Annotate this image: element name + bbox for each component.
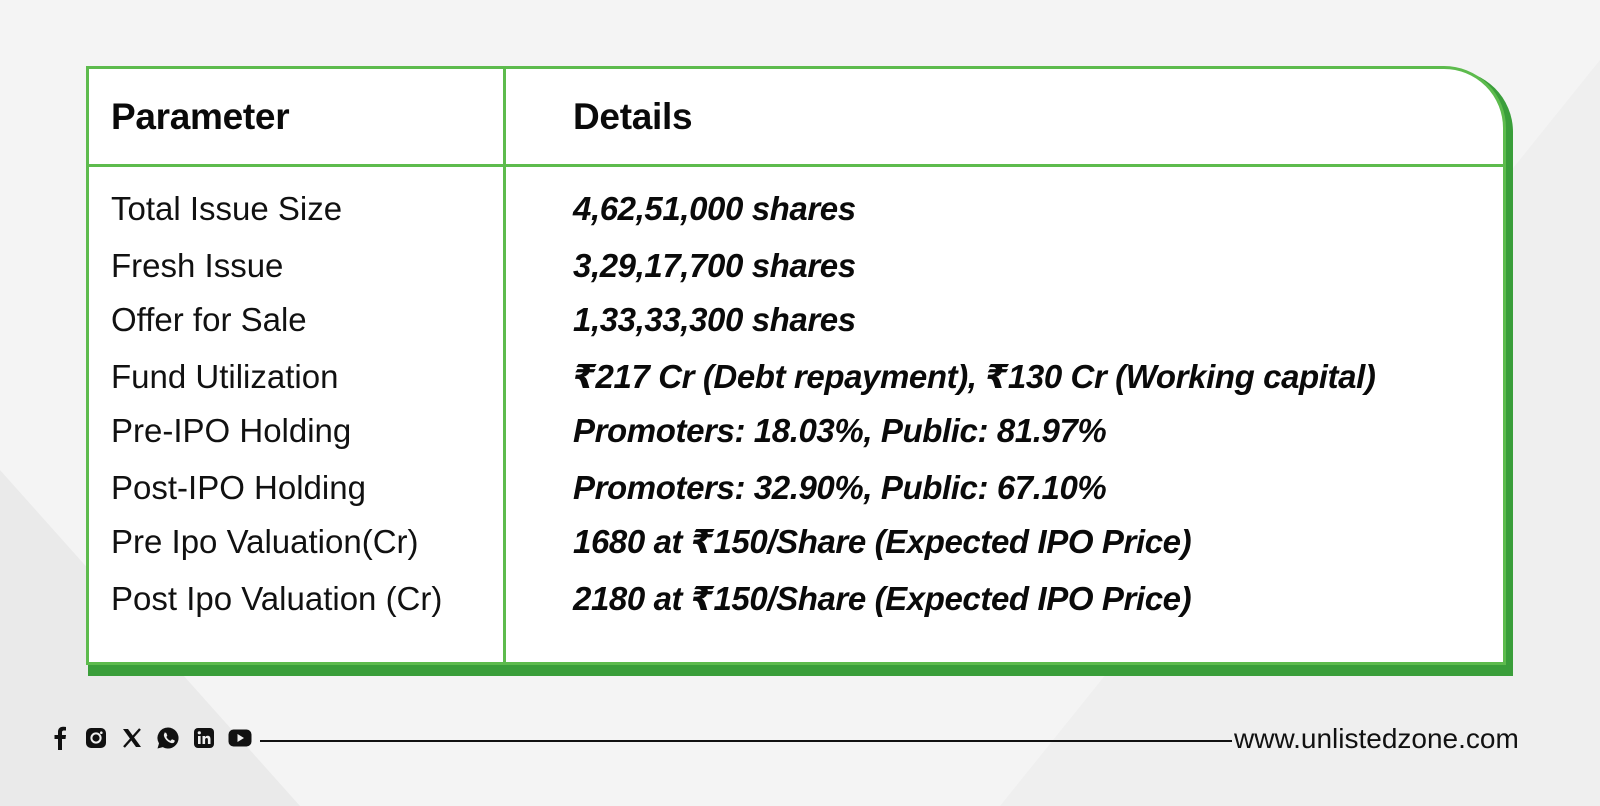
row-parameter: Pre-IPO Holding (111, 412, 352, 449)
header-details: Details (573, 96, 693, 137)
x-icon[interactable] (120, 726, 144, 750)
row-details: ₹217 Cr (Debt repayment), ₹130 Cr (Worki… (573, 358, 1376, 395)
table-row: Fund Utilization ₹217 Cr (Debt repayment… (89, 353, 1503, 401)
row-parameter: Fund Utilization (111, 358, 339, 395)
table-row: Offer for Sale 1,33,33,300 shares (89, 296, 1503, 344)
row-details: 4,62,51,000 shares (573, 190, 856, 227)
instagram-icon[interactable] (84, 726, 108, 750)
row-parameter: Fresh Issue (111, 247, 284, 284)
facebook-icon[interactable] (48, 726, 72, 750)
social-links (48, 726, 252, 750)
table-row: Fresh Issue 3,29,17,700 shares (89, 242, 1503, 290)
row-details: Promoters: 32.90%, Public: 67.10% (573, 469, 1107, 506)
whatsapp-icon[interactable] (156, 726, 180, 750)
table-row: Post Ipo Valuation (Cr) 2180 at ₹150/Sha… (89, 575, 1503, 623)
table-row: Total Issue Size 4,62,51,000 shares (89, 185, 1503, 233)
row-parameter: Pre Ipo Valuation(Cr) (111, 523, 419, 560)
row-parameter: Post Ipo Valuation (Cr) (111, 580, 443, 617)
website-link[interactable]: www.unlistedzone.com (1234, 723, 1519, 754)
table-row: Post-IPO Holding Promoters: 32.90%, Publ… (89, 464, 1503, 512)
row-parameter: Total Issue Size (111, 190, 343, 227)
row-details: 1680 at ₹150/Share (Expected IPO Price) (573, 523, 1192, 560)
ipo-details-table: Parameter Details Total Issue Size 4,62,… (86, 66, 1506, 665)
footer: www.unlistedzone.com (48, 720, 1558, 760)
column-divider (503, 69, 506, 662)
row-parameter: Offer for Sale (111, 301, 307, 338)
row-parameter: Post-IPO Holding (111, 469, 366, 506)
header-parameter: Parameter (111, 96, 290, 137)
header-divider (89, 164, 1503, 167)
linkedin-icon[interactable] (192, 726, 216, 750)
row-details: 3,29,17,700 shares (573, 247, 856, 284)
table-row: Pre Ipo Valuation(Cr) 1680 at ₹150/Share… (89, 518, 1503, 566)
row-details: 2180 at ₹150/Share (Expected IPO Price) (573, 580, 1192, 617)
youtube-icon[interactable] (228, 726, 252, 750)
row-details: Promoters: 18.03%, Public: 81.97% (573, 412, 1107, 449)
table-row: Pre-IPO Holding Promoters: 18.03%, Publi… (89, 407, 1503, 455)
footer-divider-line (260, 740, 1232, 742)
row-details: 1,33,33,300 shares (573, 301, 856, 338)
